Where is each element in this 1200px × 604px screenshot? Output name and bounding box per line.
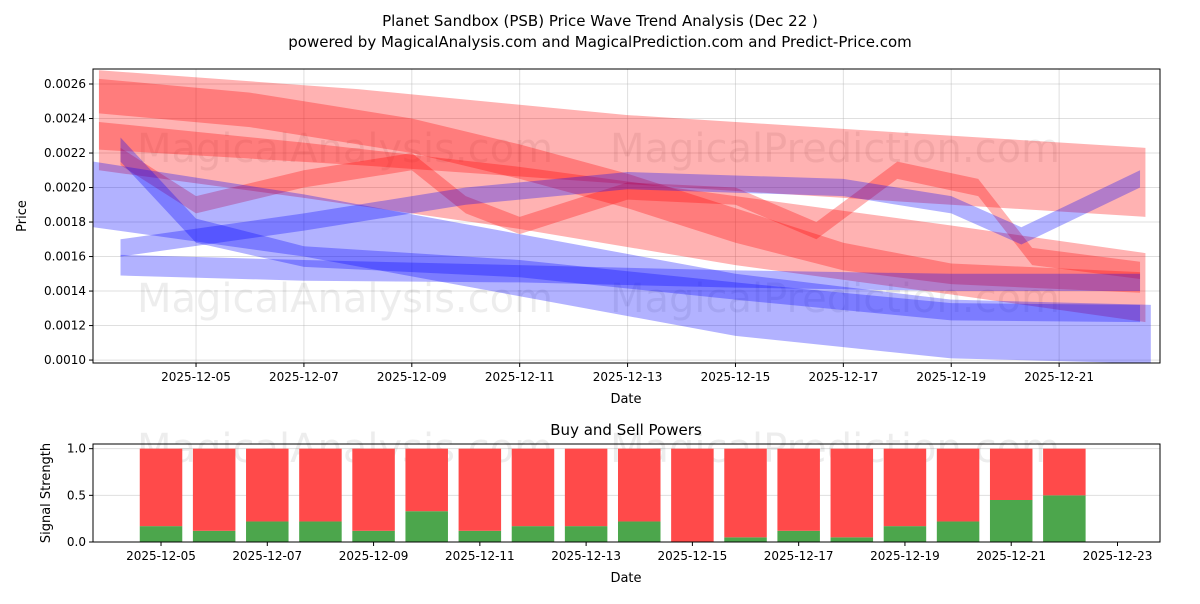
watermark: MagicalPrediction.com <box>610 126 1060 172</box>
wave-bands <box>93 70 1151 363</box>
y-tick-label: 0.0020 <box>44 181 86 195</box>
signal-y-label: Signal Strength <box>39 443 54 543</box>
sell-bar <box>1043 448 1086 496</box>
price-axes-frame <box>92 68 1161 364</box>
x-tick-label: 2025-12-19 <box>870 549 940 563</box>
signal-chart-title: Buy and Sell Powers <box>550 421 702 439</box>
x-tick-label: 2025-12-15 <box>658 549 728 563</box>
sell-bar <box>405 448 448 512</box>
sell-bar <box>192 448 236 531</box>
sell-bar <box>830 448 874 538</box>
sell-bar <box>671 448 714 542</box>
sell-bar <box>299 448 342 522</box>
buy-bar <box>405 511 448 542</box>
buy-bar <box>777 530 820 542</box>
price-watermarks: MagicalAnalysis.com MagicalPrediction.co… <box>137 126 1060 322</box>
buy-bar <box>139 526 183 542</box>
y-tick-label: 0.0 <box>67 535 86 549</box>
y-tick-label: 0.0022 <box>44 146 86 160</box>
buy-bar <box>564 526 608 542</box>
y-tick-label: 0.0024 <box>44 112 86 126</box>
buy-bar <box>936 521 980 542</box>
price-grid <box>93 69 1160 363</box>
buy-bar <box>192 530 236 542</box>
signal-axes-frame <box>92 443 1161 543</box>
chart-subtitle: powered by MagicalAnalysis.com and Magic… <box>288 33 912 51</box>
y-tick-label: 1.0 <box>67 442 86 456</box>
y-tick-label: 0.5 <box>67 488 86 502</box>
x-tick-label: 2025-12-13 <box>551 549 621 563</box>
x-tick-label: 2025-12-05 <box>126 549 196 563</box>
buy-bar <box>989 500 1033 542</box>
x-tick-label: 2025-12-07 <box>269 370 339 384</box>
buy-bar <box>299 521 342 542</box>
red-wave-band-0 <box>98 70 1146 217</box>
buy-bar <box>352 530 395 542</box>
x-tick-label: 2025-12-23 <box>1083 549 1153 563</box>
y-tick-label: 0.0026 <box>44 77 86 91</box>
sell-bar <box>246 448 289 522</box>
price-x-label: Date <box>610 392 641 407</box>
chart-title: Planet Sandbox (PSB) Price Wave Trend An… <box>382 12 818 30</box>
x-tick-label: 2025-12-21 <box>1024 370 1094 384</box>
buy-bar <box>246 521 289 542</box>
sell-bar <box>777 448 820 531</box>
x-tick-label: 2025-12-09 <box>339 549 409 563</box>
price-y-label: Price <box>15 200 30 232</box>
watermark: MagicalPrediction.com <box>610 276 1060 322</box>
sell-bar <box>883 448 927 527</box>
sell-bar <box>139 448 183 527</box>
sell-bar <box>989 448 1033 500</box>
buy-bar <box>883 526 927 542</box>
x-tick-label: 2025-12-09 <box>377 370 447 384</box>
blue-wave-band-6 <box>120 170 1141 257</box>
sell-bar <box>724 448 767 538</box>
x-tick-label: 2025-12-11 <box>485 370 555 384</box>
blue-wave-band-7 <box>120 137 1141 323</box>
signal-x-label: Date <box>610 571 641 586</box>
x-tick-label: 2025-12-19 <box>916 370 986 384</box>
y-tick-label: 0.0018 <box>44 215 86 229</box>
sell-bar <box>511 448 555 527</box>
y-tick-label: 0.0016 <box>44 250 86 264</box>
signal-bars <box>139 448 1086 542</box>
red-wave-band-3 <box>120 147 1141 279</box>
y-tick-label: 0.0010 <box>44 353 86 367</box>
x-tick-label: 2025-12-13 <box>593 370 663 384</box>
sell-bar <box>564 448 608 527</box>
red-wave-band-1 <box>98 78 1141 293</box>
x-tick-label: 2025-12-11 <box>445 549 515 563</box>
sell-bar <box>458 448 502 531</box>
buy-bar <box>511 526 555 542</box>
sell-bar <box>936 448 980 522</box>
watermark: MagicalAnalysis.com <box>137 276 553 322</box>
x-tick-label: 2025-12-07 <box>232 549 302 563</box>
x-tick-label: 2025-12-15 <box>701 370 771 384</box>
blue-wave-band-5 <box>120 254 1141 292</box>
price-ticks: 2025-12-05 2025-12-07 2025-12-09 2025-12-11… <box>44 77 1094 384</box>
y-tick-label: 0.0014 <box>44 284 86 298</box>
buy-bar <box>617 521 661 542</box>
sell-bar <box>617 448 661 522</box>
x-tick-label: 2025-12-05 <box>161 370 231 384</box>
red-wave-band-2 <box>98 121 1146 323</box>
buy-bar <box>830 537 874 542</box>
buy-bar <box>1043 495 1086 542</box>
blue-wave-band-4 <box>93 161 1151 363</box>
x-tick-label: 2025-12-17 <box>808 370 878 384</box>
x-tick-label: 2025-12-21 <box>976 549 1046 563</box>
sell-bar <box>352 448 395 531</box>
watermark: MagicalAnalysis.com <box>137 126 553 172</box>
buy-bar <box>458 530 502 542</box>
signal-ticks: 0.0 0.5 1.0 2025-12-05 2025-12-07 2025-12-09 2… <box>67 442 1152 563</box>
buy-bar <box>724 537 767 542</box>
y-tick-label: 0.0012 <box>44 319 86 333</box>
x-tick-label: 2025-12-17 <box>764 549 834 563</box>
